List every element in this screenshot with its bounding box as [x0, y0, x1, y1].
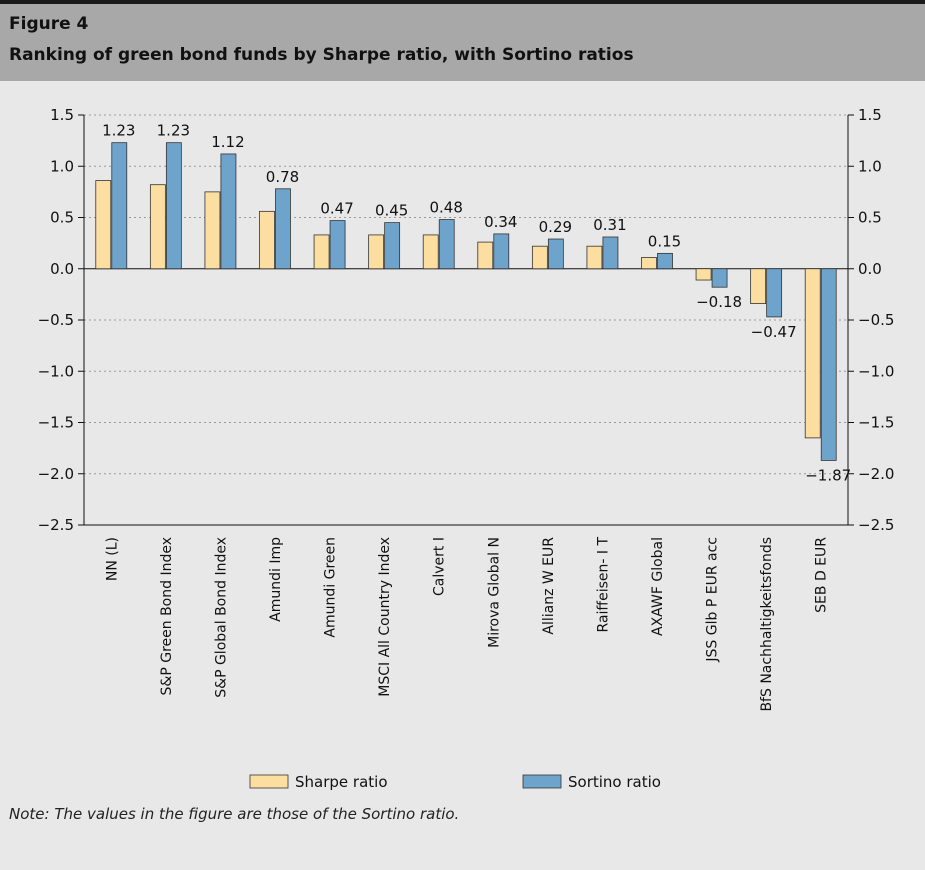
y-tick-label-left: 0.0 [50, 260, 74, 278]
y-tick-label-left: −1.0 [38, 362, 74, 380]
y-tick-label-right: −1.5 [858, 414, 894, 432]
category-label: Calvert I [432, 537, 448, 596]
sharpe-bar [149, 184, 166, 270]
figure-title: Ranking of green bond funds by Sharpe ra… [9, 45, 634, 65]
sharpe-bar [259, 210, 275, 270]
data-label: 0.47 [320, 200, 353, 218]
legend-sharpe-label: Sharpe ratio [295, 773, 388, 791]
data-label: 1.23 [102, 122, 135, 140]
y-tick-label-left: −2.0 [38, 465, 74, 483]
category-label: SEB D EUR [814, 537, 830, 613]
legend-sortino-swatch [522, 774, 562, 789]
sortino-bar [111, 142, 128, 270]
sharpe-bar [368, 234, 385, 270]
y-tick-label-left: 1.5 [50, 106, 74, 124]
category-label: S&P Global Bond Index [213, 537, 229, 698]
y-tick-label-left: −2.5 [38, 516, 74, 534]
sharpe-bar [641, 257, 657, 270]
sharpe-bar [477, 241, 494, 270]
category-label: JSS Glb P EUR acc [705, 537, 721, 663]
top-rule [0, 0, 925, 4]
figure-header [0, 4, 925, 81]
category-label: Allianz W EUR [541, 537, 557, 635]
sharpe-bar [750, 268, 767, 304]
y-tick-label-left: −1.5 [38, 414, 74, 432]
legend-sortino-label: Sortino ratio [568, 773, 661, 791]
category-label: Amundi Imp [268, 537, 284, 622]
y-tick-label-right: 1.0 [858, 157, 882, 175]
sortino-bar [384, 222, 401, 270]
sharpe-bar [422, 234, 439, 270]
figure-note: Note: The values in the figure are those… [9, 805, 460, 823]
category-label: Amundi Green [323, 537, 339, 638]
sharpe-bar [804, 268, 821, 439]
sortino-bar [820, 268, 837, 461]
y-tick-label-right: −2.0 [858, 465, 894, 483]
data-label: 0.48 [430, 199, 463, 217]
y-tick-label-right: 1.5 [858, 106, 882, 124]
sortino-bar [329, 220, 346, 270]
data-label: −0.47 [751, 323, 797, 341]
sortino-bar [165, 142, 182, 270]
category-label: Mirova Global N [486, 537, 502, 648]
data-label: 1.12 [211, 133, 244, 151]
sortino-bar [493, 233, 510, 270]
data-label: 0.78 [266, 168, 299, 186]
data-label: −1.87 [805, 466, 851, 484]
sortino-bar [275, 188, 291, 270]
data-label: 0.15 [648, 232, 681, 250]
data-label: 0.29 [539, 218, 572, 236]
y-tick-label-left: 1.0 [50, 157, 74, 175]
sortino-bar [711, 268, 728, 288]
y-tick-label-left: 0.5 [50, 209, 74, 227]
sortino-bar [547, 238, 564, 270]
y-tick-label-left: −0.5 [38, 311, 74, 329]
category-label: BfS Nachhaltigkeitsfonds [759, 537, 775, 712]
legend-sharpe-swatch [249, 774, 289, 789]
y-tick-label-right: 0.5 [858, 209, 882, 227]
sharpe-bar [95, 180, 112, 270]
category-label: NN (L) [104, 537, 120, 581]
data-label: 0.45 [375, 202, 408, 220]
data-label: 0.31 [593, 216, 626, 234]
sortino-bar [220, 153, 237, 270]
category-label: S&P Green Bond Index [159, 537, 175, 695]
sharpe-bar [313, 234, 330, 270]
y-tick-label-right: −2.5 [858, 516, 894, 534]
figure-label: Figure 4 [9, 14, 89, 34]
category-label: Raiffeisen- I T [595, 537, 611, 633]
data-label: 0.34 [484, 213, 517, 231]
sortino-bar [766, 268, 783, 318]
sharpe-bar [531, 245, 548, 270]
sharpe-bar [695, 268, 712, 281]
y-tick-label-right: 0.0 [858, 260, 882, 278]
category-label: MSCI All Country Index [377, 537, 393, 697]
sortino-bar [438, 219, 455, 270]
y-tick-label-right: −1.0 [858, 362, 894, 380]
y-tick-label-right: −0.5 [858, 311, 894, 329]
data-label: 1.23 [157, 122, 190, 140]
sortino-bar [602, 236, 619, 270]
sortino-bar [657, 252, 673, 270]
category-label: AXAWF Global [650, 537, 666, 636]
sharpe-bar [586, 245, 603, 270]
data-label: −0.18 [696, 293, 742, 311]
sharpe-bar [204, 191, 221, 270]
